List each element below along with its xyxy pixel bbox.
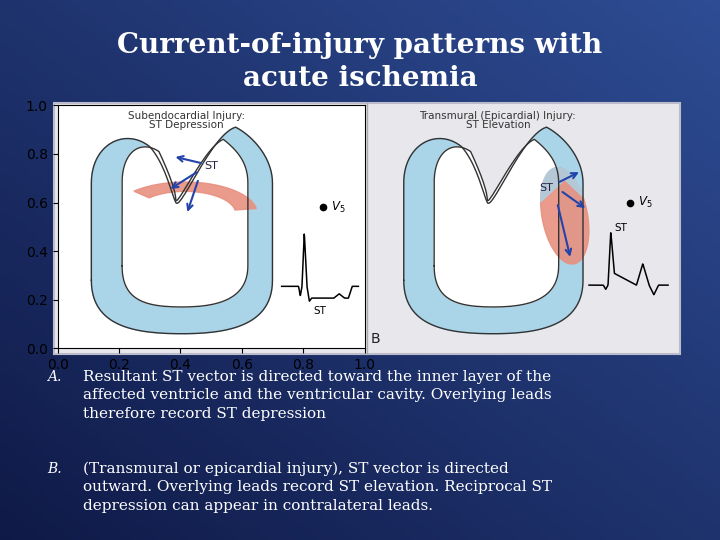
Text: ST: ST bbox=[615, 223, 627, 233]
Text: B: B bbox=[370, 332, 380, 346]
Text: A: A bbox=[60, 332, 69, 346]
Polygon shape bbox=[404, 127, 583, 334]
Text: ST: ST bbox=[204, 161, 218, 171]
Text: ST: ST bbox=[314, 306, 326, 316]
Polygon shape bbox=[91, 127, 272, 334]
Text: Subendocardial Injury:: Subendocardial Injury: bbox=[128, 111, 245, 122]
Polygon shape bbox=[122, 139, 248, 307]
Polygon shape bbox=[541, 168, 589, 264]
Text: Current-of-injury patterns with: Current-of-injury patterns with bbox=[117, 32, 603, 59]
Text: A.: A. bbox=[47, 370, 61, 384]
FancyBboxPatch shape bbox=[54, 103, 680, 354]
Text: $V_5$: $V_5$ bbox=[330, 200, 346, 215]
Text: (Transmural or epicardial injury), ST vector is directed
outward. Overlying lead: (Transmural or epicardial injury), ST ve… bbox=[83, 462, 552, 513]
Polygon shape bbox=[434, 139, 559, 307]
Text: Transmural (Epicardial) Injury:: Transmural (Epicardial) Injury: bbox=[420, 111, 576, 122]
Text: B.: B. bbox=[47, 462, 61, 476]
Text: ST Depression: ST Depression bbox=[149, 120, 224, 130]
Text: ST: ST bbox=[539, 183, 554, 193]
Text: acute ischemia: acute ischemia bbox=[243, 65, 477, 92]
Text: ST Elevation: ST Elevation bbox=[466, 120, 530, 130]
Polygon shape bbox=[541, 168, 583, 202]
Text: Resultant ST vector is directed toward the inner layer of the
affected ventricle: Resultant ST vector is directed toward t… bbox=[83, 370, 552, 421]
Polygon shape bbox=[134, 182, 256, 210]
Text: $V_5$: $V_5$ bbox=[638, 195, 652, 210]
